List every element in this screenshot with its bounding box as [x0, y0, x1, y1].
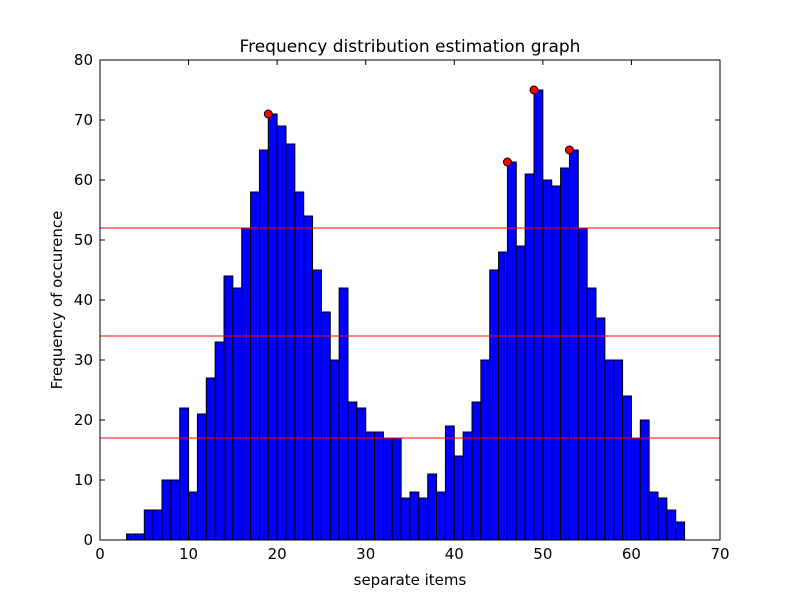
histogram-bar [347, 401, 358, 541]
histogram-bar [568, 149, 579, 541]
x-axis-ticks: 0 10 20 30 40 50 60 70 [95, 60, 730, 563]
histogram-bar [595, 317, 606, 541]
y-tick-label: 20 [74, 411, 93, 429]
x-tick-label: 60 [622, 545, 641, 563]
histogram-bar [391, 437, 402, 541]
y-tick-label: 50 [74, 231, 93, 249]
histogram-bar [400, 497, 411, 541]
histogram-bar [250, 191, 260, 541]
histogram-bar [462, 431, 473, 541]
histogram-bar [161, 479, 172, 541]
histogram-bar [524, 173, 535, 541]
x-tick-label: 0 [95, 545, 105, 563]
y-tick-label: 30 [74, 351, 93, 369]
peak-marker [263, 109, 273, 119]
histogram-bar [374, 431, 384, 541]
histogram-bar [657, 497, 668, 541]
histogram-bar [152, 509, 163, 541]
y-tick-label: 0 [83, 531, 93, 549]
y-axis-label: Frequency of occurence [48, 211, 66, 390]
histogram-bar [267, 113, 278, 541]
y-axis-ticks: 0 10 20 30 40 50 60 70 80 [74, 51, 720, 549]
histogram-bar [143, 509, 154, 541]
y-tick-label: 70 [74, 111, 93, 129]
histogram-bar [329, 359, 340, 541]
histogram-bar [285, 143, 296, 541]
histogram-bar [303, 215, 314, 541]
x-tick-label: 70 [710, 545, 729, 563]
histogram-bar [170, 479, 181, 541]
histogram-bar [542, 179, 553, 541]
histogram-bar [276, 125, 287, 541]
peak-marker [564, 145, 574, 155]
histogram-bar [223, 275, 234, 541]
reference-lines [100, 227, 720, 439]
histogram-bar [356, 407, 367, 541]
histogram-bar [196, 413, 207, 541]
y-tick-label: 80 [74, 51, 93, 69]
y-tick-label: 60 [74, 171, 93, 189]
y-tick-label: 40 [74, 291, 93, 309]
histogram-bar [533, 89, 544, 541]
x-tick-label: 10 [179, 545, 198, 563]
histogram-bar [382, 437, 393, 541]
histogram-bar [444, 425, 455, 541]
histogram-bar [622, 395, 632, 541]
histogram-bar [312, 269, 322, 541]
peak-marker [529, 85, 539, 95]
histogram-bar [480, 359, 491, 541]
histogram-bar [232, 287, 243, 541]
y-tick-label: 10 [74, 471, 93, 489]
chart-title: Frequency distribution estimation graph [240, 37, 581, 57]
peak-markers [263, 85, 574, 167]
histogram-bar [613, 359, 624, 541]
histogram-bar [188, 491, 198, 541]
histogram-bar [179, 407, 190, 541]
histogram-bar [648, 491, 659, 541]
histogram-bar [515, 245, 526, 541]
histogram-bar [577, 227, 588, 541]
histogram-bar [506, 161, 517, 541]
x-tick-label: 50 [533, 545, 552, 563]
histogram-bar [453, 455, 464, 541]
histogram-bar [551, 185, 562, 541]
histogram-bar [560, 167, 570, 541]
histogram-bar [241, 227, 252, 541]
histogram-bar [294, 191, 305, 541]
histogram-bar [666, 509, 677, 541]
histogram-bar [489, 269, 500, 541]
histogram-bar [320, 311, 331, 541]
x-tick-label: 40 [445, 545, 464, 563]
histogram-bar [214, 341, 225, 541]
histogram-bar [365, 431, 376, 541]
histogram-bar [471, 401, 482, 541]
histogram-bar [205, 377, 216, 541]
histogram-bar [498, 251, 508, 541]
x-tick-label: 30 [356, 545, 375, 563]
x-axis-label: separate items [354, 571, 467, 589]
histogram-bar [436, 491, 446, 541]
histogram-bar [586, 287, 597, 541]
histogram-bar [604, 359, 615, 541]
histogram-bar [258, 149, 269, 541]
x-tick-label: 20 [268, 545, 287, 563]
histogram-bar [126, 533, 136, 541]
histogram-bar [409, 491, 420, 541]
histogram-bar [134, 533, 145, 541]
peak-marker [502, 157, 512, 167]
histogram-bar [427, 473, 438, 541]
histogram-bar [675, 521, 686, 541]
histogram-bar [418, 497, 429, 541]
histogram-bar [338, 287, 349, 541]
histogram-bar [630, 437, 641, 541]
